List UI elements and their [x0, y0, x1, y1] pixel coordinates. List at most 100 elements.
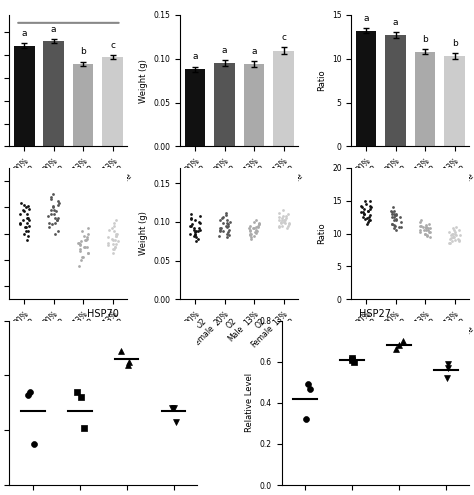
Point — [451, 226, 458, 234]
Point — [247, 234, 255, 242]
Point — [78, 227, 86, 235]
Text: a: a — [192, 52, 198, 61]
Point — [284, 222, 292, 230]
Point — [420, 226, 428, 234]
Text: a: a — [21, 29, 27, 38]
Point — [252, 229, 260, 237]
Point — [388, 220, 396, 228]
Point — [16, 220, 23, 228]
Point — [24, 227, 32, 235]
Point — [417, 226, 424, 234]
Point — [223, 222, 230, 230]
Point — [448, 230, 456, 238]
Point — [391, 210, 398, 218]
Point — [52, 230, 59, 238]
Point — [390, 213, 398, 221]
Point — [104, 242, 111, 249]
Point — [422, 223, 429, 231]
Text: c: c — [110, 41, 115, 50]
Point — [421, 230, 429, 238]
Point — [75, 262, 83, 270]
Point — [357, 202, 365, 210]
Point — [417, 228, 424, 236]
Point — [363, 200, 370, 208]
Point — [187, 215, 195, 223]
Point — [451, 233, 458, 241]
Point — [53, 207, 60, 215]
Point — [223, 219, 230, 227]
Point — [247, 230, 255, 238]
Point — [455, 238, 463, 246]
Point — [23, 219, 31, 227]
Point — [255, 219, 263, 227]
Point — [451, 236, 458, 244]
Point — [424, 226, 432, 234]
Point — [191, 231, 199, 239]
Point — [78, 253, 86, 261]
Point — [387, 206, 395, 214]
Point — [19, 206, 27, 214]
Point — [392, 211, 400, 219]
Point — [423, 232, 431, 240]
Point — [51, 214, 58, 222]
Point — [284, 210, 292, 218]
Point — [219, 212, 226, 220]
Point — [279, 212, 287, 220]
Point — [216, 232, 223, 240]
Point — [110, 227, 118, 235]
Point — [282, 212, 290, 220]
Y-axis label: Relative Level: Relative Level — [245, 373, 254, 433]
Point — [366, 204, 374, 212]
Point — [24, 391, 32, 398]
Point — [82, 236, 90, 244]
Point — [111, 243, 119, 250]
Point — [252, 226, 260, 234]
Point — [422, 223, 429, 231]
Point — [224, 216, 231, 224]
Bar — [102, 57, 123, 147]
Point — [389, 220, 396, 228]
Text: b: b — [452, 39, 457, 48]
Point — [246, 222, 254, 230]
Point — [77, 256, 84, 264]
Point — [83, 243, 91, 250]
Point — [76, 240, 83, 248]
Point — [281, 216, 288, 224]
Point — [125, 360, 132, 368]
Point — [447, 234, 455, 242]
Point — [21, 223, 28, 231]
Point — [246, 231, 254, 239]
Point — [191, 216, 199, 224]
Point — [392, 346, 400, 353]
Point — [108, 224, 116, 232]
Point — [451, 228, 459, 236]
Text: a: a — [222, 46, 228, 55]
Point — [31, 440, 38, 448]
Point — [223, 230, 231, 238]
Point — [217, 224, 224, 232]
Point — [109, 246, 117, 253]
Point — [392, 211, 399, 219]
Point — [81, 232, 88, 240]
Point — [80, 424, 87, 432]
Point — [109, 240, 117, 248]
Bar — [185, 69, 205, 147]
Point — [367, 203, 374, 211]
Point — [24, 232, 31, 240]
Point — [389, 213, 396, 221]
Bar — [356, 31, 376, 147]
Y-axis label: Weight (g): Weight (g) — [139, 59, 148, 102]
Point — [277, 218, 284, 226]
Point — [223, 234, 230, 242]
Point — [26, 216, 33, 224]
Point — [452, 223, 459, 231]
Point — [48, 220, 55, 228]
Point — [25, 214, 32, 222]
Point — [84, 224, 91, 232]
Point — [80, 253, 87, 261]
Point — [456, 236, 463, 244]
Point — [280, 206, 287, 214]
Point — [392, 210, 400, 218]
Bar — [44, 41, 64, 147]
Point — [187, 222, 194, 230]
